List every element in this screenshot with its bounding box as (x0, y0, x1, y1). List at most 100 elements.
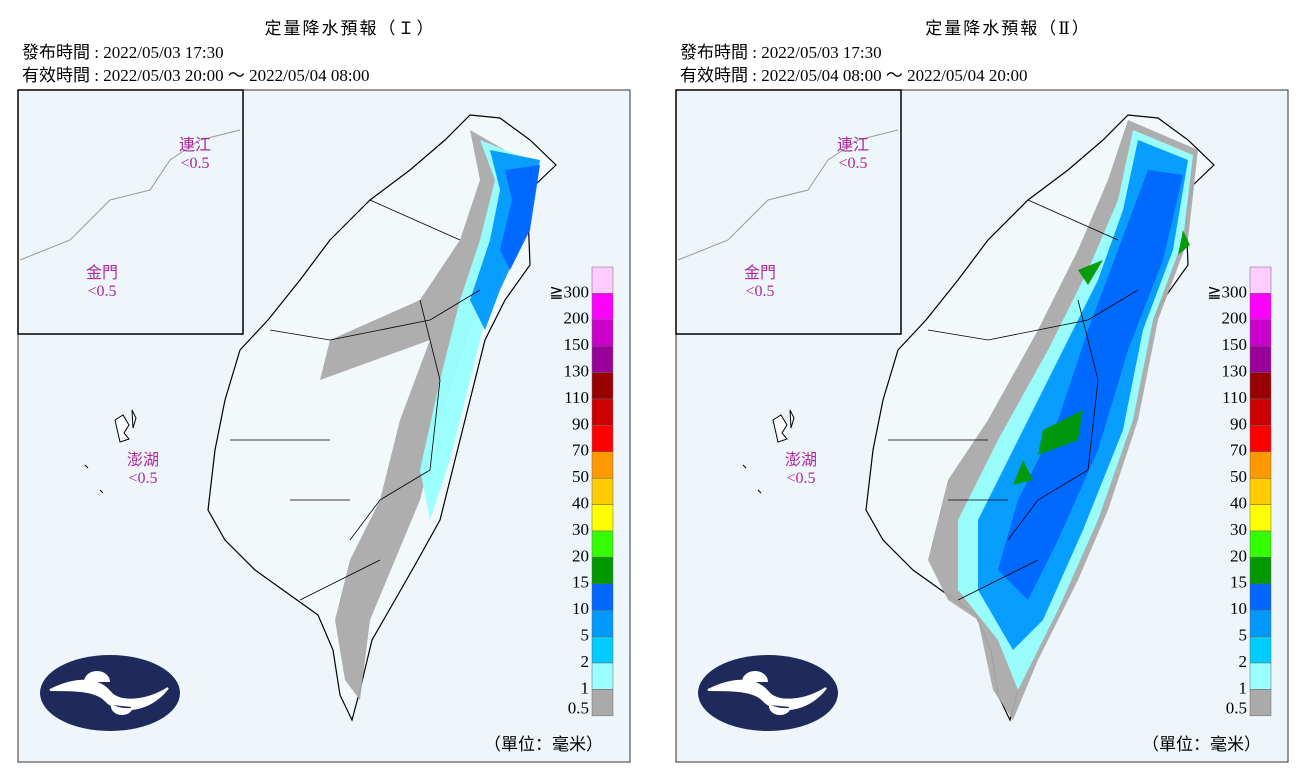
valid-time: 有效時間 : 2022/05/04 08:00 ～ 2022/05/04 20:… (680, 66, 1028, 85)
legend-label: 15 (572, 573, 589, 592)
inset-coast (677, 129, 899, 261)
panel: 定量降水預報（Ｉ） 發布時間 : 2022/05/03 17:30 有效時間 : 2… (17, 19, 631, 763)
legend-swatch (591, 583, 614, 611)
legend-swatch (1249, 345, 1272, 373)
legend-label: 2 (581, 652, 590, 671)
island-name: 金門 (86, 264, 118, 282)
legend-label: 130 (564, 362, 590, 381)
legend-label: 130 (1222, 362, 1248, 381)
legend-label: 110 (564, 388, 589, 407)
valid-time: 有效時間 : 2022/05/03 20:00 ～ 2022/05/04 08:… (22, 66, 370, 85)
legend-swatch (591, 557, 614, 585)
island-name: 連江 (837, 136, 869, 154)
legend-swatch (1249, 266, 1272, 294)
panel: 定量降水預報（Ⅱ） 發布時間 : 2022/05/03 17:30 有效時間 : 2… (675, 19, 1289, 763)
legend-swatch (1249, 557, 1272, 585)
legend-label: 20 (572, 546, 589, 565)
legend-label: 90 (1230, 414, 1247, 433)
legend-swatch (1249, 583, 1272, 611)
legend-label: 20 (1230, 546, 1247, 565)
logo-swirl (49, 671, 169, 715)
legend-swatch (1249, 398, 1272, 426)
legend-swatch (1249, 372, 1272, 400)
legend-label: 50 (572, 467, 589, 486)
legend-swatch (591, 530, 614, 558)
panel-title: 定量降水預報（Ⅱ） (925, 19, 1091, 38)
legend-swatch (1249, 609, 1272, 637)
unit-label: （單位：毫米） (484, 735, 603, 754)
island-name: 金門 (744, 264, 776, 282)
legend-label: 150 (564, 335, 590, 354)
island-value: <0.5 (87, 283, 116, 300)
legend-swatch (591, 477, 614, 505)
legend-label: ≧300 (1207, 282, 1247, 301)
island-value: <0.5 (838, 155, 867, 172)
legend-swatch (591, 636, 614, 664)
inset-coast (19, 129, 241, 261)
legend-swatch (1249, 636, 1272, 664)
legend-label: ≧300 (549, 282, 589, 301)
legend-label: 0.5 (1226, 699, 1247, 718)
legend-swatch (1249, 293, 1272, 321)
inset-frame (675, 89, 902, 335)
penghu (84, 409, 137, 494)
legend-swatch (591, 425, 614, 453)
legend-swatch (591, 319, 614, 347)
legend-swatch (1249, 319, 1272, 347)
legend-swatch (591, 609, 614, 637)
legend-label: 50 (1230, 467, 1247, 486)
island-name: 澎湖 (127, 451, 159, 469)
legend-swatch (591, 372, 614, 400)
legend-label: 150 (1222, 335, 1248, 354)
legend-swatch (591, 398, 614, 426)
legend-label: 200 (564, 309, 590, 328)
legend-label: 30 (572, 520, 589, 539)
island-value: <0.5 (745, 283, 774, 300)
inset-frame (17, 89, 244, 335)
county-lines (888, 199, 1139, 601)
island-value: <0.5 (128, 470, 157, 487)
issued-time: 發布時間 : 2022/05/03 17:30 (22, 43, 224, 62)
legend-label: 15 (1230, 573, 1247, 592)
legend-swatch (591, 345, 614, 373)
panel-title: 定量降水預報（Ｉ） (265, 19, 436, 38)
legend-swatch (591, 504, 614, 532)
legend-label: 40 (572, 494, 589, 513)
issued-time: 發布時間 : 2022/05/03 17:30 (680, 43, 882, 62)
legend-label: 1 (581, 678, 590, 697)
legend-label: 70 (1230, 441, 1247, 460)
legend-swatch (591, 662, 614, 690)
legend-label: 90 (572, 414, 589, 433)
legend-swatch (591, 689, 614, 717)
legend-swatch (1249, 451, 1272, 479)
legend-swatch (591, 266, 614, 294)
legend-swatch (591, 451, 614, 479)
legend-swatch (1249, 689, 1272, 717)
logo-swirl (707, 671, 827, 715)
island-value: <0.5 (180, 155, 209, 172)
legend-swatch (1249, 425, 1272, 453)
legend-label: 10 (572, 599, 589, 618)
legend-label: 110 (1222, 388, 1247, 407)
rain-area (998, 170, 1183, 600)
legend-label: 2 (1239, 652, 1248, 671)
legend-label: 200 (1222, 309, 1248, 328)
legend-label: 1 (1239, 678, 1248, 697)
rain-area (500, 165, 540, 270)
legend-label: 5 (1239, 626, 1248, 645)
island-name: 澎湖 (785, 451, 817, 469)
legend-label: 30 (1230, 520, 1247, 539)
county-lines (230, 199, 481, 601)
legend-label: 0.5 (568, 699, 589, 718)
legend-swatch (591, 293, 614, 321)
legend-swatch (1249, 662, 1272, 690)
legend-swatch (1249, 504, 1272, 532)
island-name: 連江 (179, 136, 211, 154)
island-value: <0.5 (786, 470, 815, 487)
penghu (742, 409, 795, 494)
legend-label: 5 (581, 626, 590, 645)
legend-label: 70 (572, 441, 589, 460)
unit-label: （單位：毫米） (1142, 735, 1261, 754)
legend-swatch (1249, 530, 1272, 558)
